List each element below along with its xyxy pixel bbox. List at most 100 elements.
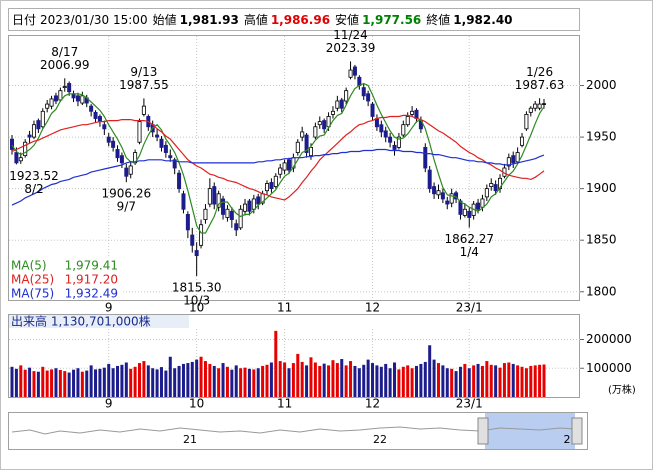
volume-bar bbox=[14, 368, 18, 397]
field-value: 1,981.93 bbox=[180, 13, 239, 27]
candle-body bbox=[45, 103, 50, 109]
volume-bar bbox=[309, 357, 313, 397]
candle-body bbox=[489, 183, 494, 187]
header-box bbox=[8, 8, 580, 31]
candle-body bbox=[58, 90, 63, 101]
volume-bar bbox=[133, 366, 137, 397]
candle-body bbox=[388, 136, 393, 143]
annotation-date: 8/17 bbox=[51, 45, 78, 59]
candle-body bbox=[53, 95, 58, 102]
volume-x-tick-label: 11 bbox=[277, 397, 292, 411]
navigator-handle-left[interactable] bbox=[477, 417, 489, 445]
volume-bar bbox=[111, 368, 115, 397]
volume-bar bbox=[10, 366, 14, 397]
navigator-handle-right[interactable] bbox=[571, 417, 583, 445]
candle-body bbox=[515, 152, 520, 163]
volume-bar bbox=[234, 365, 238, 397]
candle-body bbox=[414, 109, 419, 119]
volume-bar bbox=[441, 365, 445, 397]
volume-bar bbox=[190, 361, 194, 397]
volume-bar bbox=[524, 368, 528, 397]
volume-bar bbox=[261, 365, 265, 397]
legend-box bbox=[9, 258, 121, 299]
volume-bar bbox=[353, 365, 357, 397]
candle-body bbox=[308, 146, 313, 157]
candle-body bbox=[247, 200, 252, 212]
volume-bar bbox=[124, 362, 128, 397]
candle-body bbox=[374, 118, 379, 128]
volume-bar bbox=[397, 369, 401, 397]
annotation-date: 10/3 bbox=[183, 293, 210, 307]
candle-body bbox=[524, 113, 529, 130]
volume-bar bbox=[287, 368, 291, 397]
annotation-date: 1/4 bbox=[460, 245, 479, 259]
volume-bar bbox=[476, 363, 480, 397]
volume-bar bbox=[529, 365, 533, 397]
volume-bar bbox=[498, 367, 502, 397]
moving-average-line bbox=[11, 82, 545, 234]
annotation-value: 1987.55 bbox=[119, 78, 169, 92]
candle-body bbox=[75, 95, 80, 102]
volume-bar bbox=[155, 369, 159, 397]
candle-body bbox=[537, 103, 542, 109]
volume-bar bbox=[322, 363, 326, 397]
volume-x-tick-label: 10 bbox=[189, 397, 204, 411]
candle-body bbox=[67, 83, 72, 93]
candle-body bbox=[498, 177, 503, 190]
candle-body bbox=[454, 192, 459, 200]
volume-bar bbox=[489, 364, 493, 397]
x-tick-label: 11 bbox=[277, 301, 292, 315]
volume-bar bbox=[340, 359, 344, 397]
candle-body bbox=[141, 105, 146, 115]
volume-bar bbox=[366, 359, 370, 397]
volume-bar bbox=[36, 371, 40, 397]
navigator-label: 21 bbox=[183, 433, 197, 446]
volume-bar bbox=[85, 370, 89, 397]
volume-bar bbox=[195, 359, 199, 397]
volume-bar bbox=[291, 363, 295, 397]
volume-bar bbox=[296, 353, 300, 397]
candle-body bbox=[480, 198, 485, 208]
volume-bar bbox=[520, 366, 524, 397]
annotation-date: 9/7 bbox=[117, 200, 136, 214]
volume-bar bbox=[208, 363, 212, 397]
legend-name: MA(75) bbox=[11, 287, 54, 301]
candle-body bbox=[212, 186, 217, 205]
candle-body bbox=[383, 130, 388, 138]
candle-body bbox=[106, 136, 111, 143]
field-label: 高値 bbox=[244, 12, 268, 27]
candle-body bbox=[449, 193, 454, 204]
volume-title: 出来高 1,130,701,000株 bbox=[11, 314, 151, 329]
candle-body bbox=[322, 120, 327, 130]
candle-body bbox=[172, 159, 177, 169]
candle-body bbox=[427, 169, 432, 190]
volume-bar bbox=[371, 363, 375, 397]
candle-body bbox=[436, 190, 441, 196]
annotation-value: 1815.30 bbox=[172, 280, 222, 294]
volume-bar bbox=[349, 361, 353, 397]
candle-body bbox=[234, 223, 239, 231]
volume-bar bbox=[410, 368, 414, 397]
candle-body bbox=[445, 200, 450, 205]
annotation-value: 1862.27 bbox=[444, 232, 494, 246]
volume-bar bbox=[362, 364, 366, 397]
candle-body bbox=[423, 146, 428, 169]
volume-bar bbox=[538, 364, 542, 397]
y-tick-label: 1850 bbox=[586, 233, 617, 247]
candle-body bbox=[115, 149, 120, 159]
volume-bar bbox=[203, 361, 207, 397]
volume-bar bbox=[274, 330, 278, 397]
annotation-value: 1906.26 bbox=[102, 187, 152, 201]
candle-body bbox=[185, 214, 190, 231]
volume-bar bbox=[331, 360, 335, 397]
volume-bar bbox=[159, 367, 163, 397]
navigator-selection[interactable] bbox=[485, 413, 575, 449]
volume-bar bbox=[283, 362, 287, 397]
volume-bar bbox=[436, 363, 440, 397]
volume-bar bbox=[54, 368, 58, 397]
volume-bar bbox=[212, 365, 216, 397]
volume-x-tick-label: 12 bbox=[365, 397, 380, 411]
volume-bar bbox=[327, 365, 331, 397]
